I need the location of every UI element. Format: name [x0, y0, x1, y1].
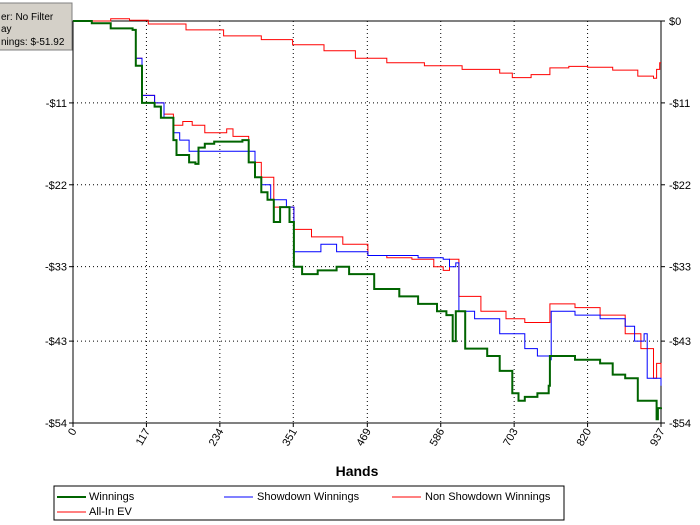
- legend-label-winnings: Winnings: [89, 491, 135, 503]
- x-axis-title: Hands: [336, 463, 379, 479]
- x-tick-label: 234: [207, 427, 227, 449]
- y-tick-label-left: -$43: [45, 336, 67, 348]
- x-tick-label: 586: [428, 427, 448, 449]
- legend-label-non-showdown: Non Showdown Winnings: [425, 491, 551, 503]
- info-box: er: No Filter ay nings: $-51.92: [0, 2, 73, 51]
- series-line-all-in-ev: [73, 20, 662, 379]
- series-line-winnings: [73, 20, 662, 421]
- y-tick-label-right: -$22: [669, 180, 691, 192]
- info-winnings-text: nings: $-51.92: [1, 37, 65, 48]
- series-line-showdown: [73, 20, 662, 386]
- y-tick-label-right: -$54: [669, 418, 691, 430]
- y-axis-left: -$54 -$43 -$33 -$22 -$11: [45, 20, 73, 430]
- series-lines: [73, 18, 662, 421]
- x-tick-label: 0: [66, 427, 79, 438]
- y-tick-label-right: -$11: [669, 98, 690, 110]
- legend: Winnings Showdown Winnings Non Showdown …: [53, 485, 565, 521]
- y-axis-right: -$54 -$43 -$33 -$22 -$11 $0: [661, 16, 691, 430]
- y-tick-label-right: -$33: [669, 262, 691, 274]
- y-tick-label-left: -$33: [45, 262, 67, 274]
- x-tick-label: 469: [354, 427, 374, 449]
- legend-label-all-in-ev: All-In EV: [89, 506, 132, 518]
- x-tick-label: 820: [575, 427, 595, 449]
- info-filter-text: er: No Filter: [1, 12, 54, 23]
- y-tick-label-left: -$22: [45, 180, 67, 192]
- legend-label-showdown: Showdown Winnings: [257, 491, 360, 503]
- y-tick-label-right: $0: [669, 16, 681, 28]
- x-tick-label: 351: [280, 427, 300, 449]
- y-tick-label-left: -$11: [46, 98, 67, 110]
- x-axis: 0 117 234 351 469 586 703 820 937: [66, 423, 668, 449]
- info-line-2-text: ay: [1, 24, 12, 35]
- legend-frame: [53, 485, 565, 521]
- x-tick-label: 117: [134, 427, 153, 448]
- y-tick-label-left: -$54: [45, 418, 67, 430]
- series-line-non-showdown: [73, 18, 661, 79]
- x-tick-label: 703: [501, 427, 521, 449]
- grid: [73, 21, 661, 423]
- info-box-background: [0, 2, 73, 51]
- x-tick-label: 937: [648, 427, 668, 449]
- y-tick-label-right: -$43: [669, 336, 691, 348]
